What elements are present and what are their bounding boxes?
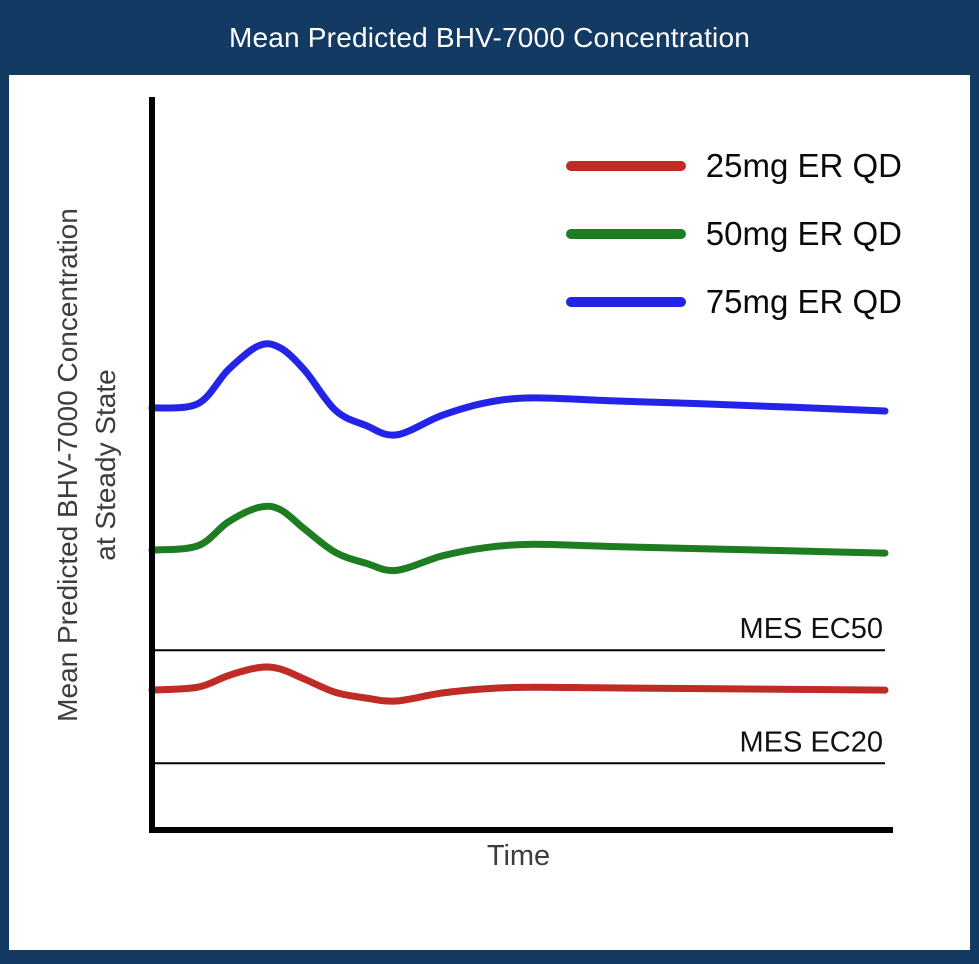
chart-svg: MES EC50 MES EC20 bbox=[148, 97, 893, 833]
reference-line-label-1: MES EC20 bbox=[740, 726, 883, 758]
legend-item-75mg: 75mg ER QD bbox=[565, 283, 902, 321]
legend-label-25mg: 25mg ER QD bbox=[705, 147, 902, 184]
legend-item-25mg: 25mg ER QD bbox=[565, 147, 902, 185]
legend-item-50mg: 50mg ER QD bbox=[565, 215, 902, 253]
legend-swatch-50mg bbox=[565, 229, 686, 239]
series-line-0 bbox=[148, 663, 889, 705]
x-axis-label: Time bbox=[486, 840, 551, 872]
legend-swatch-25mg bbox=[565, 161, 686, 171]
legend-swatch-75mg bbox=[565, 297, 686, 307]
legend-label-50mg: 50mg ER QD bbox=[705, 215, 902, 252]
chart-title: Mean Predicted BHV-7000 Concentration bbox=[228, 21, 751, 53]
title-bar: Mean Predicted BHV-7000 Concentration bbox=[0, 0, 979, 75]
y-axis-label: Mean Predicted BHV-7000 Concentration at… bbox=[52, 208, 121, 722]
legend: 25mg ER QD 50mg ER QD 75mg ER QD bbox=[565, 147, 902, 321]
reference-line-label-0: MES EC50 bbox=[740, 613, 883, 645]
series-line-2 bbox=[148, 340, 889, 439]
series-line-1 bbox=[148, 502, 889, 575]
plot-panel: MES EC50 MES EC20 Mean Predicted BHV-7000… bbox=[9, 75, 970, 950]
legend-label-75mg: 75mg ER QD bbox=[705, 283, 902, 320]
